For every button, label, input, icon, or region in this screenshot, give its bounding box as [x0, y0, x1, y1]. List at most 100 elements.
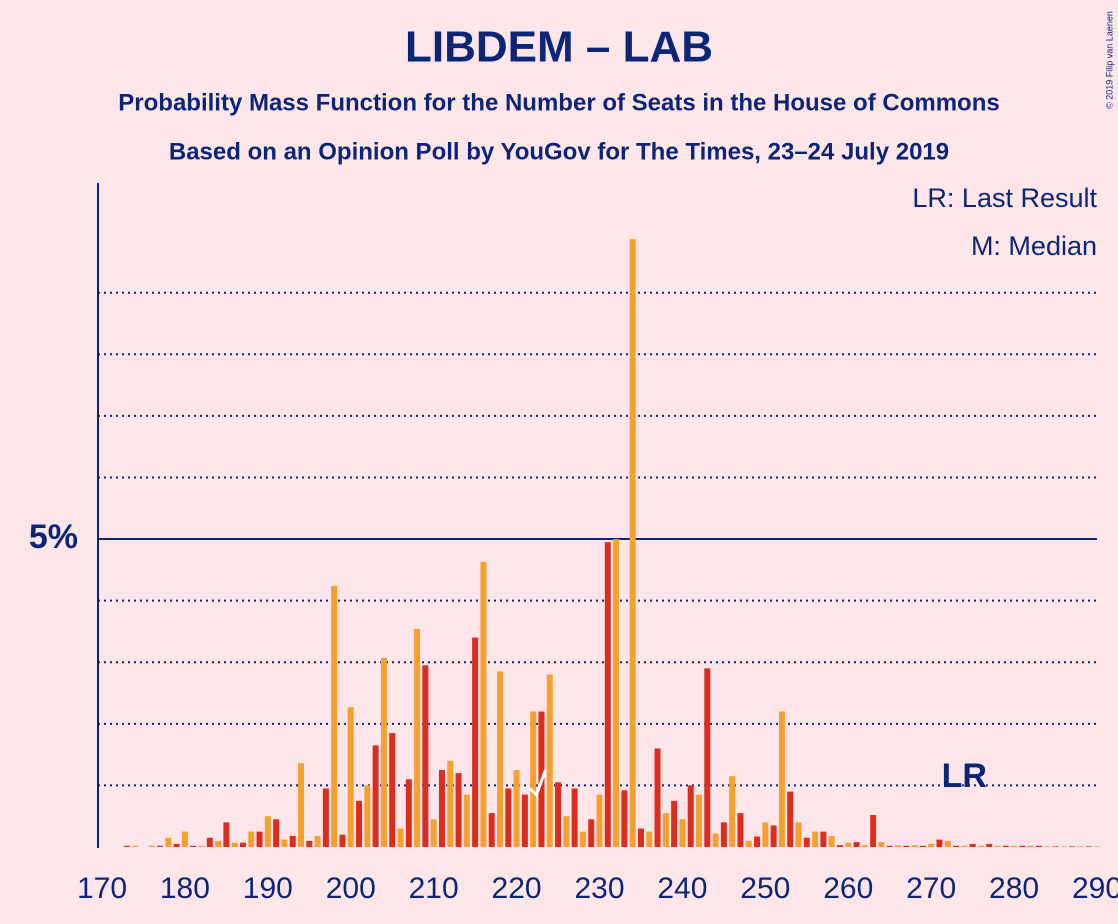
bar [579, 831, 586, 847]
bar [961, 845, 968, 847]
bar [339, 834, 346, 847]
bar [754, 836, 761, 847]
x-tick-label: 170 [77, 872, 127, 905]
bar [530, 711, 537, 847]
bar [953, 845, 960, 847]
bar [729, 776, 736, 847]
bar [239, 842, 246, 847]
bar [778, 711, 785, 847]
bar [1052, 846, 1059, 847]
bar [173, 843, 180, 847]
bar [770, 825, 777, 847]
bar [198, 845, 205, 847]
bar [787, 791, 794, 847]
bar [828, 835, 835, 847]
bar [372, 745, 379, 847]
bar [803, 837, 810, 847]
x-tick-label: 240 [657, 872, 707, 905]
legend-note: M: Median [971, 231, 1097, 261]
credit: © 2019 Filip van Laenen [1104, 11, 1114, 109]
bar [264, 816, 271, 847]
bar [986, 843, 993, 847]
bar [1077, 846, 1084, 847]
bar [513, 770, 520, 847]
chart-subtitle: Based on an Opinion Poll by YouGov for T… [169, 138, 949, 165]
bar [405, 779, 412, 847]
bar [206, 837, 213, 847]
bar [380, 657, 387, 847]
bar [397, 828, 404, 847]
bar [546, 674, 553, 847]
bar [969, 843, 976, 847]
x-tick-label: 280 [989, 872, 1039, 905]
bar [679, 819, 686, 847]
bar [273, 819, 280, 847]
legend-note: LR: Last Result [912, 183, 1097, 213]
bar [795, 822, 802, 847]
x-tick-label: 210 [409, 872, 459, 905]
bar [364, 785, 371, 847]
bar [505, 788, 512, 847]
bar [571, 788, 578, 847]
bar [629, 239, 636, 847]
x-tick-label: 220 [492, 872, 542, 905]
bar [654, 748, 661, 847]
bar [886, 845, 893, 847]
bar [248, 831, 255, 847]
bar [1002, 845, 1009, 847]
bar [281, 839, 288, 847]
x-tick-label: 190 [243, 872, 293, 905]
bar [497, 671, 503, 847]
bar [903, 845, 910, 847]
bar [919, 845, 926, 847]
bar [1011, 845, 1018, 847]
bar [521, 794, 528, 847]
bar [1044, 846, 1051, 847]
bar [696, 794, 702, 847]
bar [331, 585, 338, 847]
bar [356, 800, 363, 847]
bar [422, 665, 429, 847]
bar [662, 813, 669, 847]
x-tick-label: 290 [1072, 872, 1118, 905]
bar [613, 539, 620, 847]
bar [977, 845, 984, 847]
bar [472, 637, 479, 847]
x-tick-label: 180 [160, 872, 210, 905]
bar [720, 822, 727, 847]
last-result-label: LR [942, 757, 987, 795]
bar [637, 828, 644, 847]
bar [157, 845, 164, 847]
bar [148, 845, 155, 847]
bar [878, 842, 885, 847]
bar [1085, 846, 1092, 847]
bar [596, 794, 603, 847]
bar [588, 819, 595, 847]
bar [298, 763, 304, 847]
bar [447, 760, 454, 847]
bar [1027, 845, 1034, 847]
bar [231, 842, 238, 847]
bar [911, 845, 918, 847]
bar [671, 800, 678, 847]
bar [1069, 846, 1076, 847]
bar [223, 822, 230, 847]
bar [994, 845, 1001, 847]
bar [687, 785, 694, 847]
bar [555, 782, 562, 847]
bar [936, 839, 943, 847]
bar [389, 733, 396, 847]
bar [1035, 845, 1042, 847]
bar [1060, 846, 1067, 847]
x-tick-label: 230 [574, 872, 624, 905]
bar [347, 707, 354, 847]
bar [812, 831, 819, 847]
bar [488, 813, 495, 847]
bar [190, 845, 197, 847]
bar [289, 835, 296, 847]
bar [306, 840, 313, 847]
bar [944, 840, 951, 847]
bar [928, 843, 935, 847]
